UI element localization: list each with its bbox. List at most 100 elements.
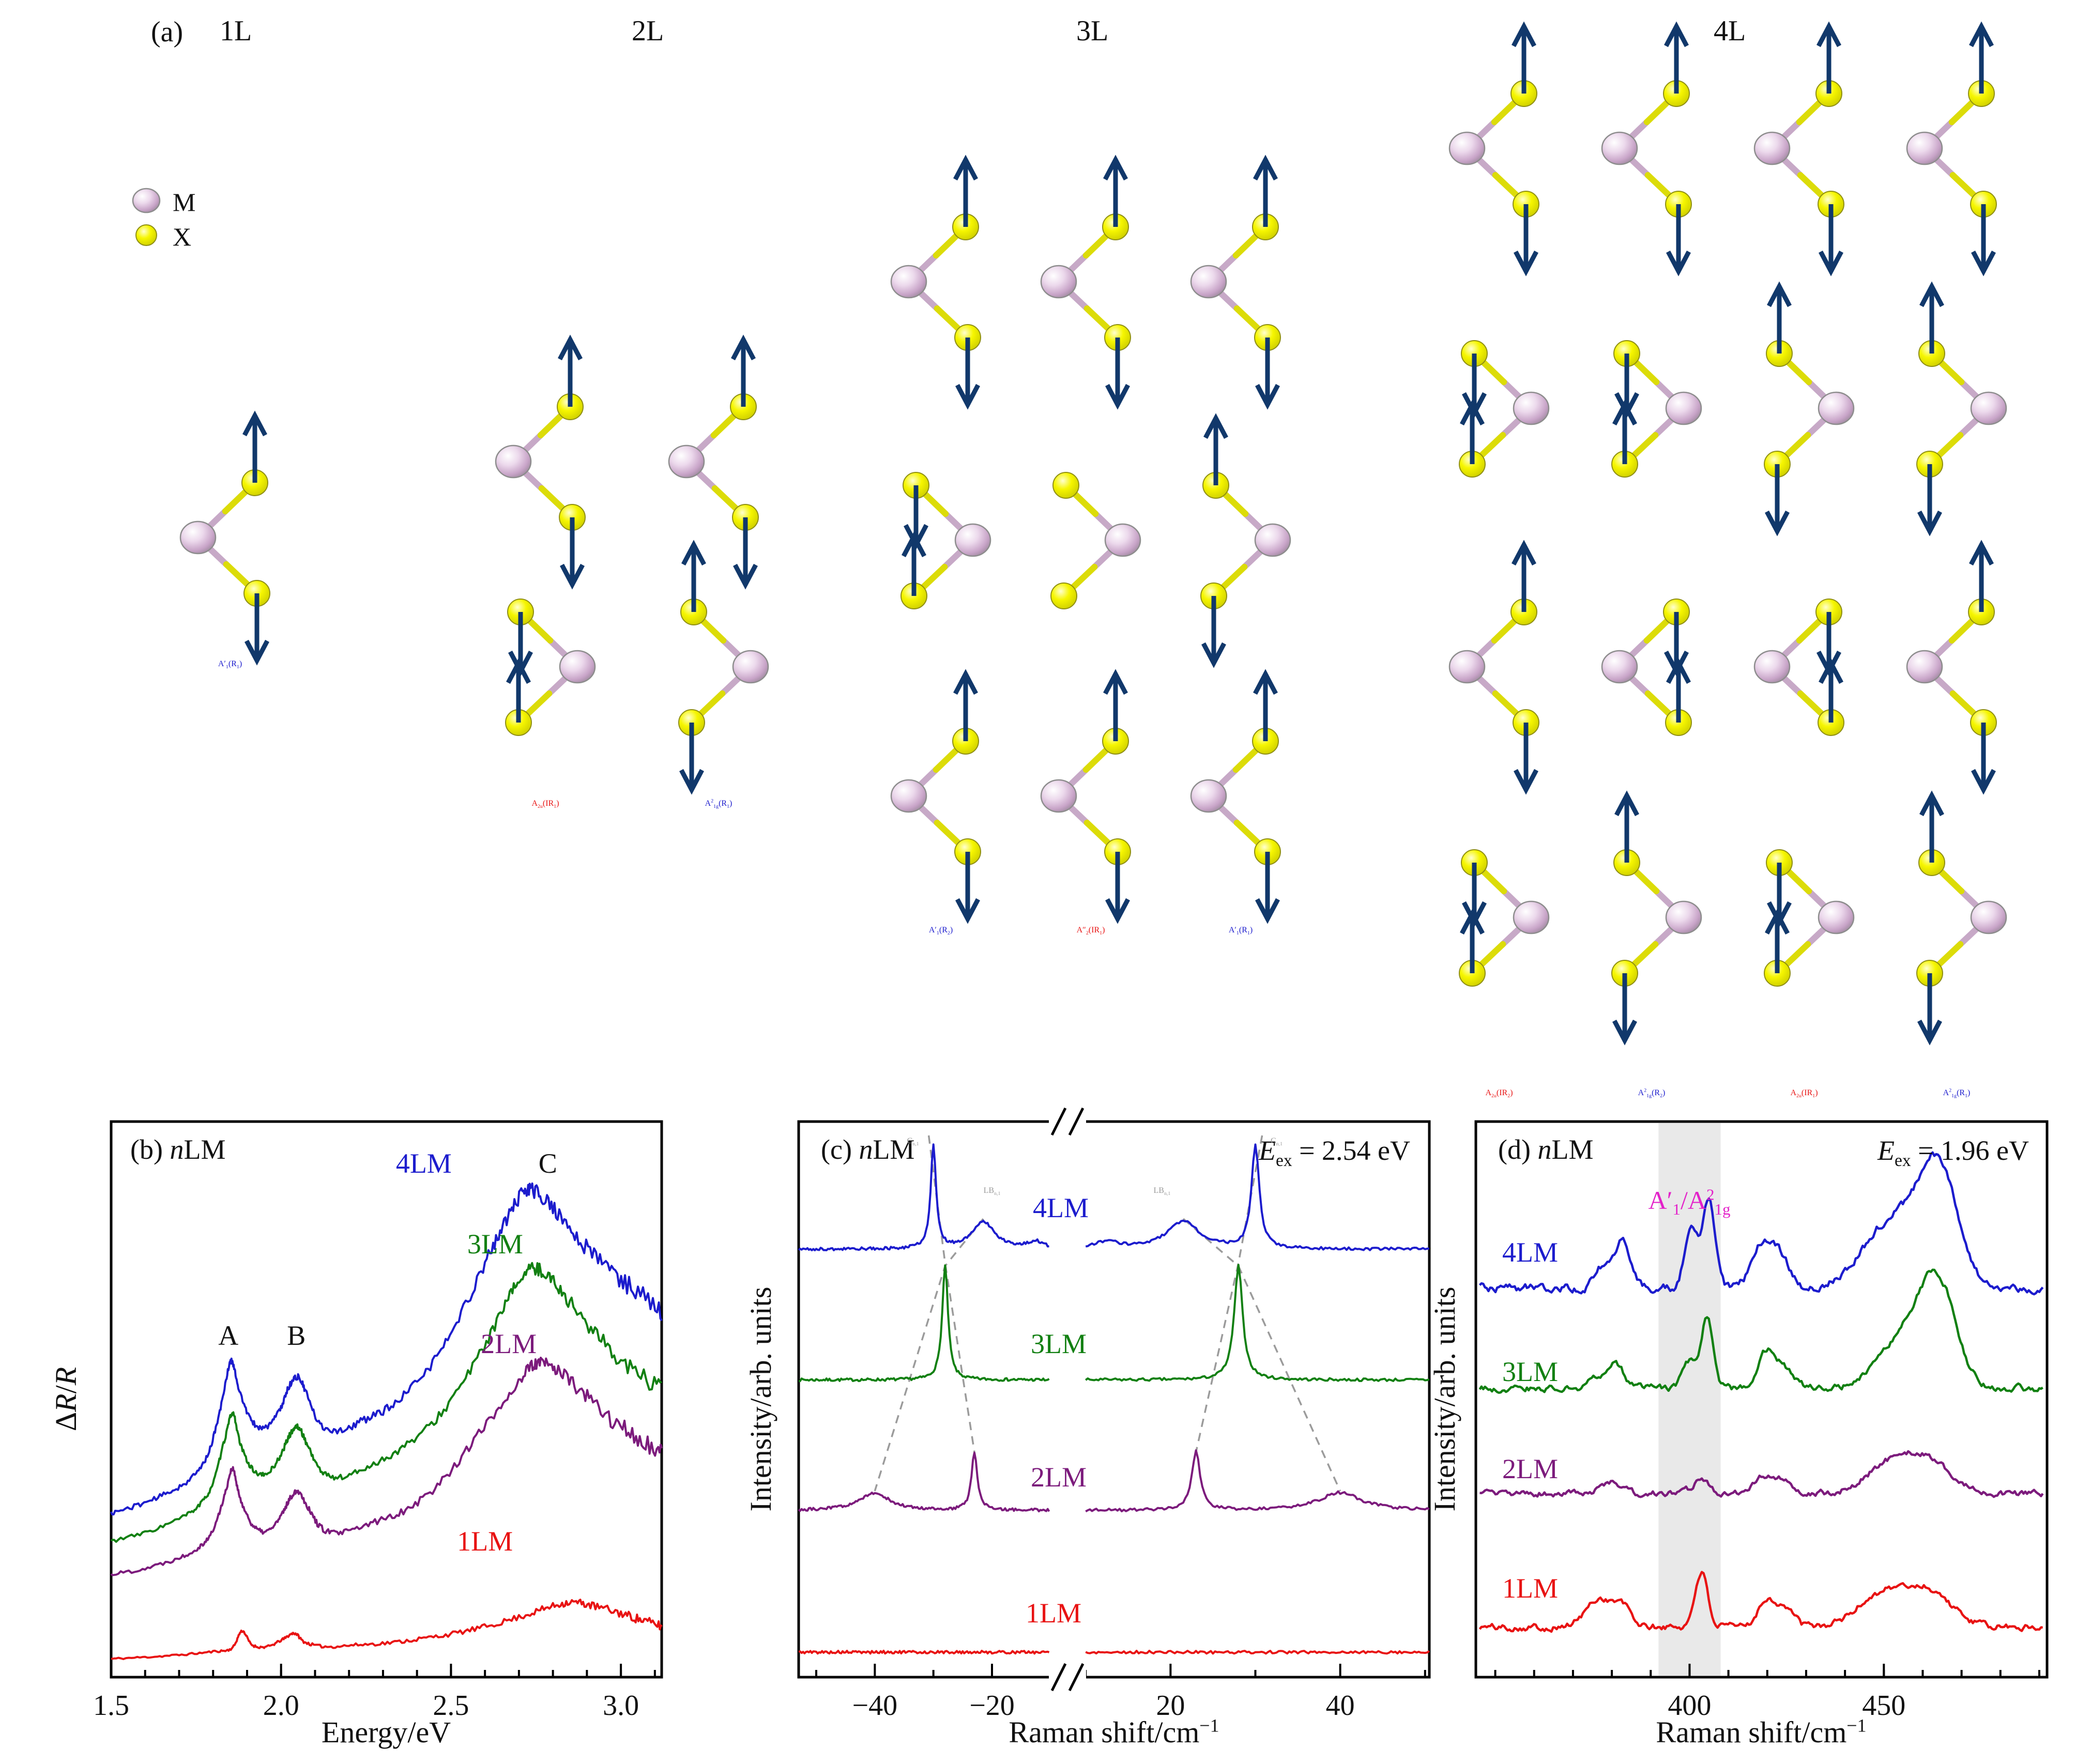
spectrum-4LM bbox=[110, 1182, 663, 1516]
mx2-layer-unit bbox=[890, 155, 981, 410]
curve-label: 2LM bbox=[481, 1328, 537, 1359]
peak-label: Cn,1 bbox=[1271, 1136, 1283, 1147]
panel-c-excitation-label: Eex = 2.54 eV bbox=[1258, 1135, 1410, 1170]
mx2-layer-unit bbox=[668, 334, 759, 590]
mode-label: A′1(R1) bbox=[218, 659, 242, 670]
mx2-layer-unit bbox=[495, 334, 586, 590]
mode-label: A21g(R1) bbox=[1943, 1087, 1971, 1099]
panel-c-xlabel: Raman shift/cm−1 bbox=[1009, 1715, 1219, 1749]
peak-label: C bbox=[538, 1147, 557, 1179]
mx2-layer-unit bbox=[1906, 540, 1997, 795]
mx2-layer-unit bbox=[1601, 21, 1692, 277]
mx2-layer-unit bbox=[1459, 340, 1550, 478]
mx2-layer-unit bbox=[1611, 790, 1702, 1046]
mx2-layer-unit bbox=[1753, 21, 1844, 277]
spectrum-1LM bbox=[1478, 1571, 2043, 1633]
spectrum-1LM bbox=[111, 1599, 663, 1660]
mode-label: A′1(R1) bbox=[1228, 926, 1253, 937]
curve-label: 1LM bbox=[1026, 1598, 1081, 1629]
plot-frame bbox=[110, 1120, 663, 1679]
legend-x-label: X bbox=[173, 222, 192, 251]
mx2-layer-unit bbox=[1448, 540, 1539, 795]
spectrum-1LM-right bbox=[1085, 1650, 1430, 1655]
panel-b-ylabel: ΔR/R bbox=[49, 1367, 83, 1432]
plot-frame bbox=[1474, 1120, 2049, 1679]
x-tick-label: 450 bbox=[1862, 1690, 1906, 1722]
spectrum-4LM bbox=[1478, 1151, 2044, 1296]
x-tick-label: 40 bbox=[1325, 1690, 1355, 1722]
x-tick-label: −40 bbox=[852, 1690, 898, 1722]
mx2-layer-unit bbox=[1916, 281, 2007, 536]
spectrum-2LM-left bbox=[798, 1451, 1050, 1513]
plot-frame bbox=[797, 1120, 1431, 1679]
x-tick-label: −20 bbox=[969, 1690, 1015, 1722]
spectrum-2LM bbox=[110, 1356, 663, 1576]
panel-d-xlabel: Raman shift/cm−1 bbox=[1656, 1715, 1867, 1749]
panel-c-tag: (c) nLM bbox=[821, 1134, 915, 1165]
spectrum-3LM-left bbox=[798, 1264, 1050, 1383]
mode-label: A′1(R2) bbox=[928, 926, 953, 937]
panel-d-tag: (d) nLM bbox=[1498, 1134, 1594, 1165]
mx2-layer-unit bbox=[1764, 849, 1855, 987]
curve-label: 2LM bbox=[1031, 1462, 1087, 1493]
axis-break-slash bbox=[1068, 1107, 1085, 1136]
mx2-layer-unit bbox=[1200, 413, 1291, 668]
layer-count-header: 4L bbox=[1714, 15, 1746, 47]
peak-label: LBn,1 bbox=[1153, 1186, 1171, 1197]
curve-label: 4LM bbox=[395, 1147, 452, 1179]
curve-label: 1LM bbox=[457, 1525, 513, 1557]
mx2-layer-unit bbox=[1916, 790, 2007, 1046]
mx2-layer-unit bbox=[1448, 21, 1539, 277]
spectrum-2LM-right bbox=[1085, 1449, 1430, 1513]
curve-label: 3LM bbox=[1031, 1328, 1087, 1359]
curve-label: 4LM bbox=[1033, 1192, 1089, 1223]
axis-break-slash bbox=[1068, 1663, 1085, 1692]
curve-label: 3LM bbox=[467, 1228, 523, 1260]
curve-label: 3LM bbox=[1502, 1356, 1558, 1387]
legend-m-label: M bbox=[173, 188, 196, 217]
axis-break-slash bbox=[1050, 1663, 1067, 1692]
mx2-layer-unit bbox=[179, 410, 270, 666]
peak-label: LBn,1 bbox=[983, 1186, 1001, 1197]
mx2-layer-unit bbox=[1190, 155, 1281, 410]
mx2-layer-unit bbox=[678, 540, 769, 795]
axis-break-slash bbox=[1050, 1107, 1067, 1136]
panel-a-tag: (a) bbox=[151, 16, 184, 48]
x-tick-label: 1.5 bbox=[93, 1690, 129, 1722]
x-tick-label: 3.0 bbox=[603, 1690, 639, 1722]
mode-label: A″2(IR1) bbox=[1076, 926, 1105, 937]
panel-d-band-label: A′1/A21g bbox=[1648, 1185, 1731, 1218]
layer-count-header: 3L bbox=[1076, 15, 1109, 47]
mode-label: A2u(IR1) bbox=[531, 799, 559, 810]
mx2-layer-unit bbox=[1601, 599, 1692, 736]
mode-label: A21g(R2) bbox=[1638, 1087, 1666, 1099]
mode-label: A2u(IR2) bbox=[1485, 1088, 1513, 1099]
mx2-layer-unit bbox=[1753, 599, 1844, 736]
curve-label: 1LM bbox=[1502, 1573, 1558, 1604]
mx2-layer-unit bbox=[1040, 155, 1131, 410]
mx2-layer-unit bbox=[890, 669, 981, 924]
peak-label: A bbox=[218, 1320, 239, 1351]
panel-d-ylabel: Intensity/arb. units bbox=[1428, 1286, 1461, 1512]
layer-count-header: 2L bbox=[632, 15, 664, 47]
x-tick-label: 2.0 bbox=[263, 1690, 299, 1722]
spectrum-3LM bbox=[1478, 1268, 2043, 1394]
peak-label: B bbox=[287, 1320, 306, 1351]
legend-m-atom bbox=[132, 188, 161, 213]
panel-c-ylabel: Intensity/arb. units bbox=[744, 1286, 777, 1512]
mx2-layer-unit bbox=[1611, 340, 1702, 478]
spectrum-4LM-left bbox=[798, 1143, 1049, 1251]
mode-label: A21g(R1) bbox=[705, 798, 732, 810]
highlight-band bbox=[1658, 1123, 1721, 1676]
mx2-layer-unit bbox=[1906, 21, 1997, 277]
mx2-layer-unit bbox=[900, 472, 991, 609]
spectrum-3LM-right bbox=[1085, 1264, 1430, 1382]
spectrum-1LM-left bbox=[798, 1649, 1050, 1655]
x-tick-label: 2.5 bbox=[433, 1690, 469, 1722]
panel-b-tag: (b) nLM bbox=[130, 1134, 226, 1165]
mode-label: A2u(IR1) bbox=[1790, 1088, 1818, 1099]
layer-count-header: 1L bbox=[220, 15, 252, 47]
mode-dispersion-guide bbox=[874, 1218, 984, 1492]
